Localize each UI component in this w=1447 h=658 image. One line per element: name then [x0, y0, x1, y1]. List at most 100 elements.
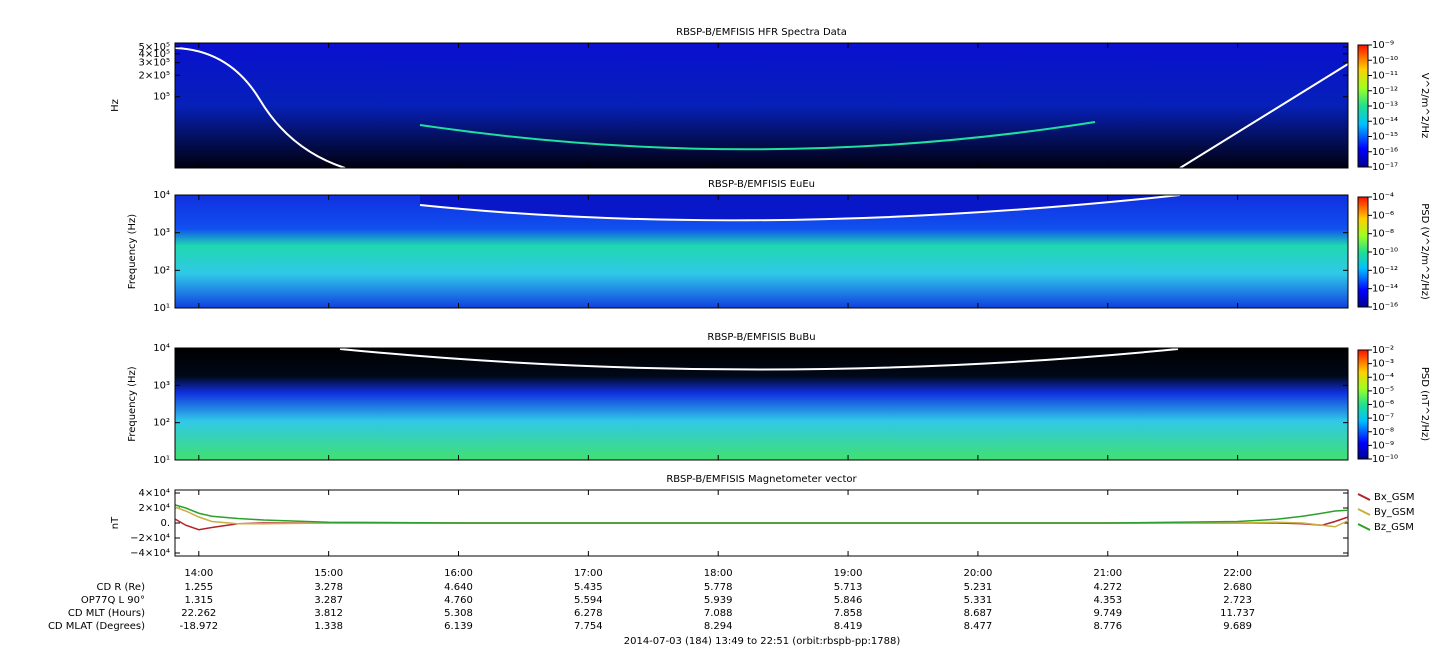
colorbar-tick-label: 10⁻⁴ — [1372, 372, 1394, 383]
panel-title: RBSP-B/EMFISIS BuBu — [707, 332, 815, 343]
y-axis-label: Hz — [110, 99, 121, 112]
series-line — [175, 506, 1349, 528]
colorbar-tick-label: 10⁻² — [1372, 345, 1394, 356]
y-tick-label: −2×10⁴ — [130, 533, 170, 544]
y-tick-label: 10⁵ — [153, 92, 170, 103]
x-tick-label: 19:00 — [834, 568, 863, 579]
colorbar — [1357, 44, 1369, 168]
x-tick-label: 18:00 — [704, 568, 733, 579]
y-tick-label: 10³ — [153, 228, 170, 239]
ephemeris-value: 3.287 — [314, 595, 343, 606]
ephemeris-value: 6.278 — [574, 608, 603, 619]
spectrogram-region — [420, 195, 1180, 221]
y-tick-label: 10⁴ — [153, 343, 170, 354]
colorbar-tick-label: 10⁻¹¹ — [1372, 71, 1398, 82]
ephemeris-value: 7.858 — [834, 608, 863, 619]
colorbar-tick-label: 10⁻⁸ — [1372, 229, 1394, 240]
y-tick-label: 10⁴ — [153, 190, 170, 201]
ephemeris-value: 8.687 — [964, 608, 993, 619]
ephemeris-value: 1.255 — [184, 582, 213, 593]
emission-band — [419, 121, 1096, 151]
series-line — [175, 504, 1349, 524]
x-tick-label: 20:00 — [964, 568, 993, 579]
ephemeris-value: 5.331 — [964, 595, 993, 606]
cutoff-curve — [1179, 63, 1349, 169]
legend-swatch — [1357, 523, 1371, 531]
ephemeris-value: 7.088 — [704, 608, 733, 619]
y-tick-label: 5×10⁵ — [139, 42, 170, 53]
colorbar-tick-label: 10⁻¹⁶ — [1372, 302, 1398, 313]
ephemeris-value: 8.294 — [704, 621, 733, 632]
colorbar-tick-label: 10⁻¹⁴ — [1372, 284, 1398, 295]
colorbar-label: PSD (V^2/m^2/Hz) — [1419, 203, 1430, 300]
ephemeris-label: CD MLT (Hours) — [68, 608, 145, 619]
x-tick-label: 14:00 — [184, 568, 213, 579]
cutoff-curve — [174, 47, 346, 169]
colorbar-tick-label: 10⁻¹⁴ — [1372, 116, 1398, 127]
spectrogram-image — [175, 348, 1348, 460]
colorbar-tick-label: 10⁻⁴ — [1372, 192, 1394, 203]
ephemeris-value: 6.139 — [444, 621, 473, 632]
legend-label: Bx_GSM — [1374, 492, 1415, 503]
ephemeris-value: -18.972 — [179, 621, 218, 632]
ephemeris-value: 8.776 — [1093, 621, 1122, 632]
ephemeris-value: 1.315 — [184, 595, 213, 606]
colorbar-tick-label: 10⁻⁵ — [1372, 386, 1394, 397]
y-tick-label: 10³ — [153, 380, 170, 391]
colorbar-tick-label: 10⁻¹⁵ — [1372, 132, 1398, 143]
y-tick-label: 4×10⁵ — [139, 49, 170, 60]
ephemeris-value: 7.754 — [574, 621, 603, 632]
x-tick-label: 15:00 — [314, 568, 343, 579]
panel-title: RBSP-B/EMFISIS Magnetometer vector — [666, 474, 857, 485]
ephemeris-value: 4.353 — [1093, 595, 1122, 606]
panel-title: RBSP-B/EMFISIS HFR Spectra Data — [676, 27, 847, 38]
ephemeris-value: 5.308 — [444, 608, 473, 619]
colorbar-tick-label: 10⁻¹⁷ — [1372, 162, 1398, 173]
cutoff-curve — [339, 348, 1179, 371]
ephemeris-value: 11.737 — [1220, 608, 1255, 619]
x-tick-label: 17:00 — [574, 568, 603, 579]
ephemeris-value: 2.723 — [1223, 595, 1252, 606]
ephemeris-label: OP77Q L 90° — [81, 595, 145, 606]
y-tick-label: −4×10⁴ — [130, 548, 170, 559]
cutoff-curve — [419, 194, 1181, 222]
colorbar-tick-label: 10⁻³ — [1372, 359, 1394, 370]
plot-frame — [174, 194, 1349, 309]
y-tick-label: 10¹ — [153, 455, 170, 466]
y-tick-label: 2×10⁵ — [139, 70, 170, 81]
colorbar-tick-label: 10⁻¹² — [1372, 265, 1398, 276]
ephemeris-value: 5.594 — [574, 595, 603, 606]
ephemeris-value: 5.939 — [704, 595, 733, 606]
colorbar-tick-label: 10⁻⁶ — [1372, 210, 1394, 221]
ephemeris-value: 5.846 — [834, 595, 863, 606]
colorbar-tick-label: 10⁻⁷ — [1372, 413, 1394, 424]
colorbar-label: V^2/m^2/Hz — [1419, 73, 1430, 139]
ephemeris-label: CD R (Re) — [97, 582, 146, 593]
ephemeris-value: 4.760 — [444, 595, 473, 606]
y-tick-label: 2×10⁴ — [139, 503, 170, 514]
ephemeris-value: 9.689 — [1223, 621, 1252, 632]
y-axis-label: nT — [110, 516, 121, 529]
colorbar-tick-label: 10⁻⁶ — [1372, 400, 1394, 411]
legend-swatch — [1357, 493, 1371, 501]
x-tick-label: 22:00 — [1223, 568, 1252, 579]
ephemeris-value: 3.812 — [314, 608, 343, 619]
colorbar-tick-label: 10⁻¹⁰ — [1372, 247, 1398, 258]
colorbar-tick-label: 10⁻⁹ — [1372, 40, 1394, 51]
colorbar — [1357, 196, 1369, 308]
ephemeris-value: 4.272 — [1093, 582, 1122, 593]
legend-label: Bz_GSM — [1374, 522, 1414, 533]
ephemeris-value: 5.713 — [834, 582, 863, 593]
colorbar-tick-label: 10⁻⁹ — [1372, 440, 1394, 451]
ephemeris-label: CD MLAT (Degrees) — [48, 621, 145, 632]
ephemeris-value: 5.778 — [704, 582, 733, 593]
plot-frame — [174, 42, 1349, 169]
x-tick-label: 16:00 — [444, 568, 473, 579]
ephemeris-value: 3.278 — [314, 582, 343, 593]
ephemeris-value: 9.749 — [1093, 608, 1122, 619]
y-tick-label: 10² — [153, 265, 170, 276]
colorbar-tick-label: 10⁻¹⁰ — [1372, 55, 1398, 66]
panel-title: RBSP-B/EMFISIS EuEu — [708, 179, 815, 190]
ephemeris-value: 5.231 — [964, 582, 993, 593]
